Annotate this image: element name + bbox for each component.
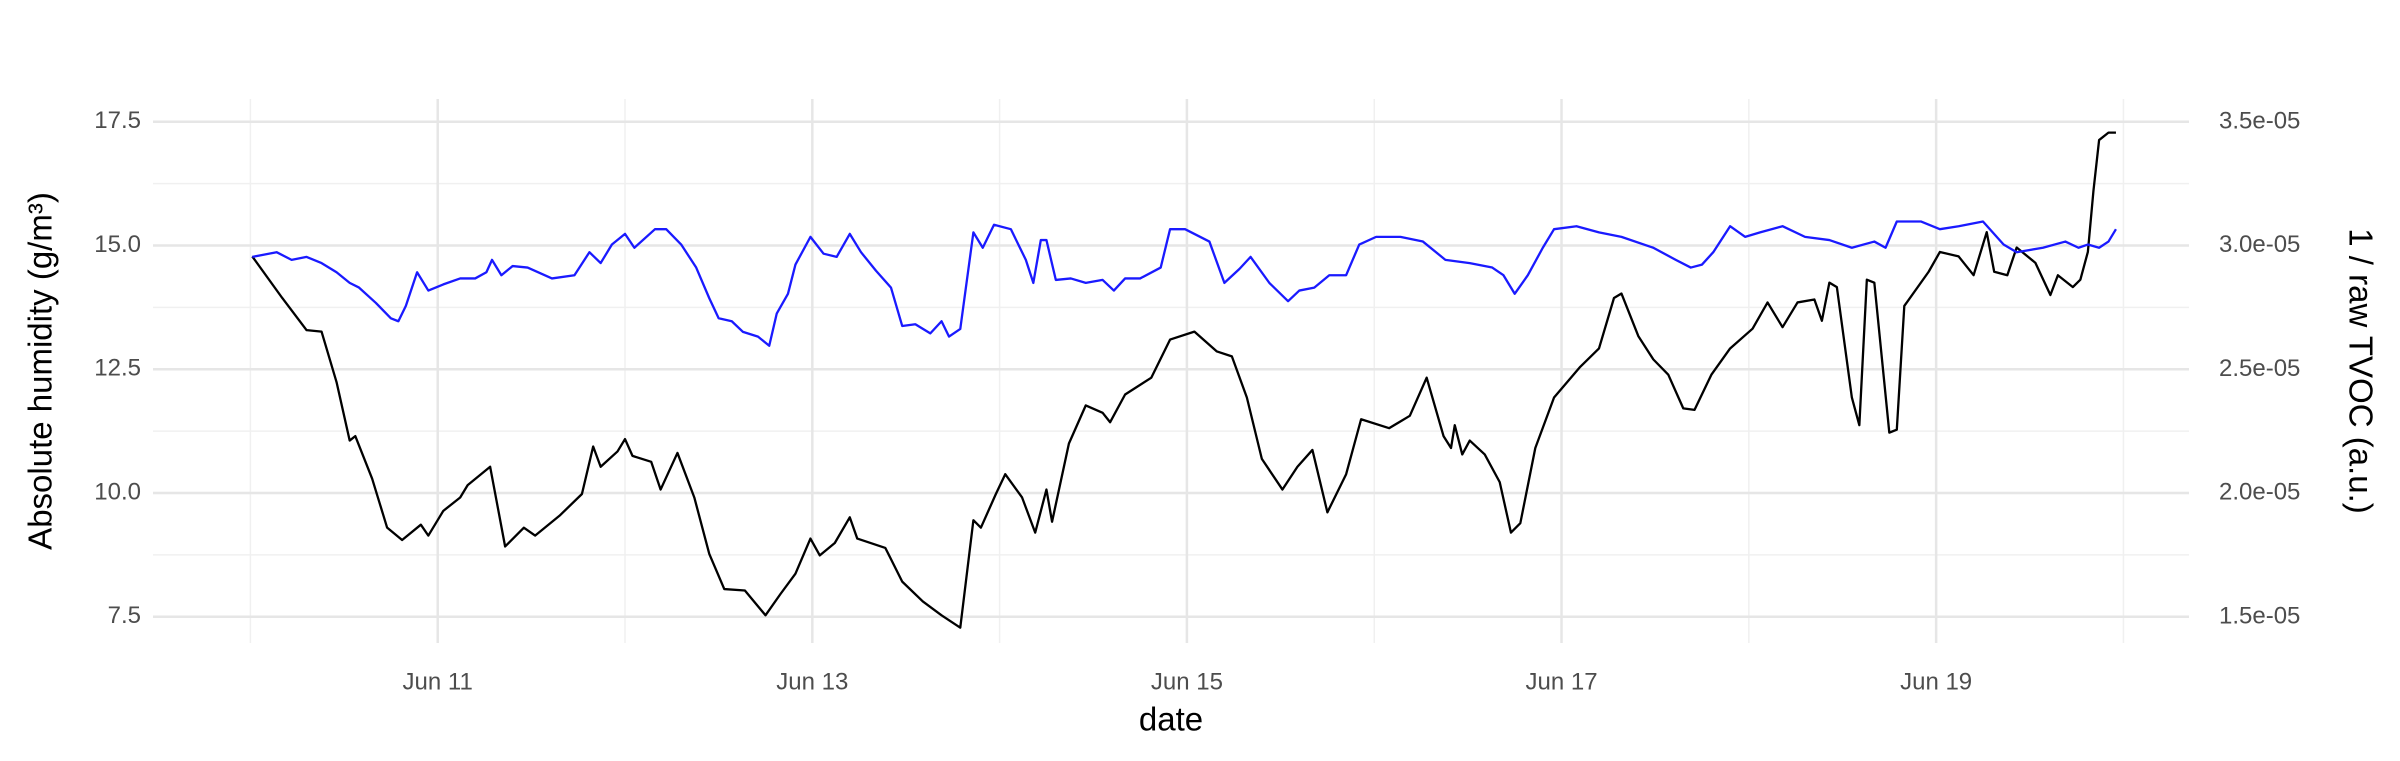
plot-lines	[251, 131, 2117, 629]
x-tick-label: Jun 15	[1151, 668, 1223, 695]
y-axis-title: Absolute humidity (g/m³)	[22, 192, 59, 550]
y2-tick-label: 1.5e-05	[2219, 602, 2300, 629]
x-tick-label: Jun 13	[776, 668, 848, 695]
x-tick-label: Jun 11	[403, 668, 473, 695]
grid	[153, 99, 2189, 643]
x-axis-title: date	[1139, 701, 1203, 738]
y-tick-label: 10.0	[94, 478, 141, 505]
x-tick-label: Jun 17	[1525, 668, 1597, 695]
y-tick-label: 15.0	[94, 231, 141, 258]
y2-axis-title: 1 / raw TVOC (a.u.)	[2342, 228, 2379, 513]
y-tick-label: 12.5	[94, 355, 141, 382]
data-line	[252, 220, 2117, 347]
data-line	[251, 131, 2116, 629]
y2-tick-label: 3.5e-05	[2219, 107, 2300, 134]
y2-tick-label: 2.5e-05	[2219, 355, 2300, 382]
y2-tick-label: 2.0e-05	[2219, 479, 2300, 506]
y-tick-label: 7.5	[108, 602, 141, 629]
y-tick-label: 17.5	[94, 107, 141, 134]
y2-tick-label: 3.0e-05	[2219, 231, 2300, 258]
x-tick-label: Jun 19	[1900, 668, 1972, 695]
